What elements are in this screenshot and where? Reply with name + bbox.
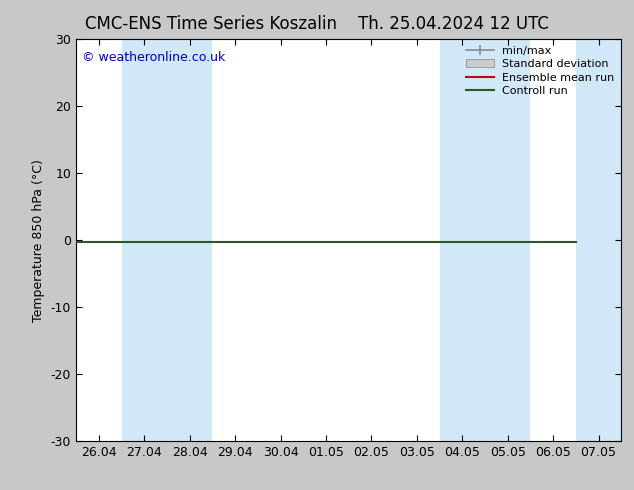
Bar [167, 39, 212, 441]
Bar [576, 39, 621, 441]
Bar [439, 39, 485, 441]
Bar [122, 39, 167, 441]
Text: © weatheronline.co.uk: © weatheronline.co.uk [82, 51, 225, 64]
Bar [485, 39, 531, 441]
Y-axis label: Temperature 850 hPa (°C): Temperature 850 hPa (°C) [32, 159, 45, 321]
Text: CMC-ENS Time Series Koszalin    Th. 25.04.2024 12 UTC: CMC-ENS Time Series Koszalin Th. 25.04.2… [85, 15, 549, 33]
Legend: min/max, Standard deviation, Ensemble mean run, Controll run: min/max, Standard deviation, Ensemble me… [462, 42, 619, 100]
